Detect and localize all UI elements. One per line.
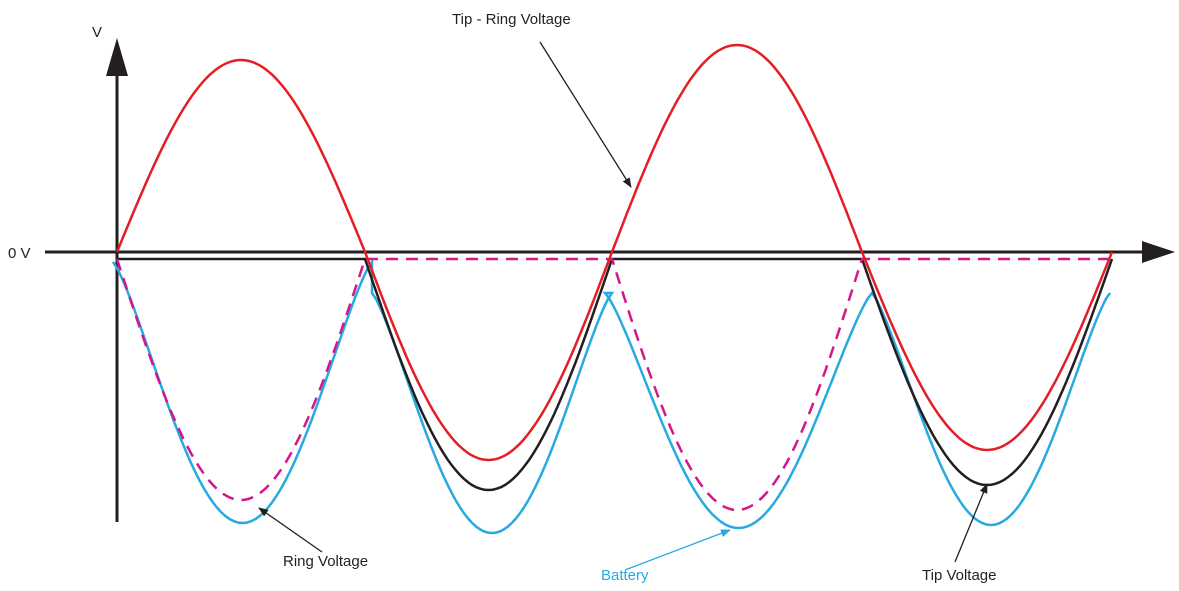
tip-voltage-curve (117, 259, 1112, 490)
tip-voltage-label: Tip Voltage (922, 567, 997, 584)
ring-voltage-label: Ring Voltage (283, 553, 368, 570)
ring-voltage-leader-arrow (259, 508, 322, 552)
zero-volt-label: 0 V (8, 245, 31, 262)
y-axis-arrowhead (106, 38, 128, 76)
tip-ring-voltage-label: Tip - Ring Voltage (452, 11, 571, 28)
axes (45, 38, 1175, 522)
waveforms (113, 45, 1112, 533)
y-axis-label: V (92, 24, 102, 41)
labels: V 0 V Tip - Ring Voltage Ring Voltage Ba… (8, 11, 997, 584)
battery-leader-arrow (625, 530, 730, 570)
ring-voltage-curve (117, 259, 1112, 510)
tip-ring-leader-arrow (540, 42, 631, 187)
x-axis-arrowhead (1142, 241, 1175, 263)
